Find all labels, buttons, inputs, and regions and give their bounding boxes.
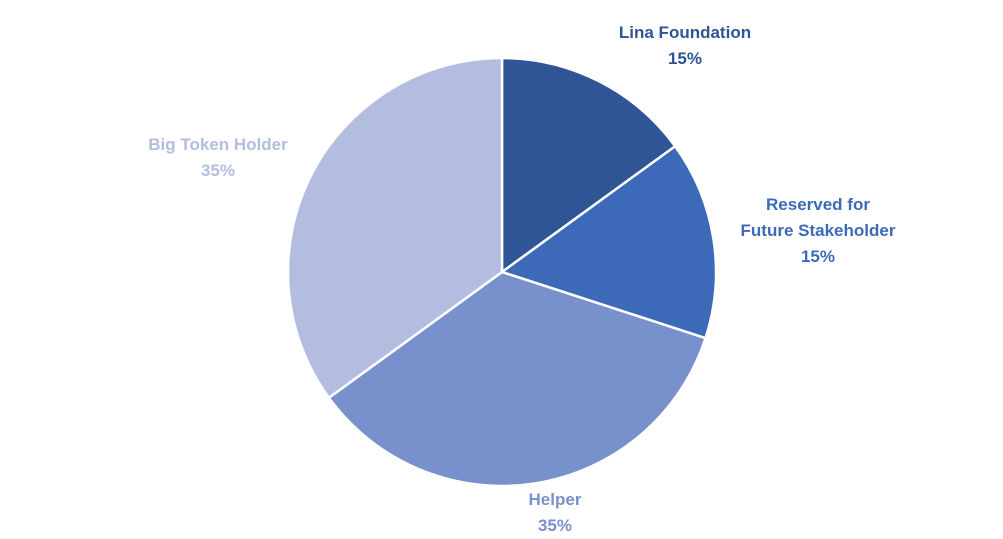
- slice-value-label: 35%: [537, 516, 572, 535]
- slice-value-label: 35%: [200, 161, 235, 180]
- slice-label-text: Helper: [528, 490, 582, 509]
- pie-slice-2: [327, 270, 707, 488]
- slice-label-text: Future Stakeholder: [740, 221, 896, 240]
- slice-label-2: Helper 35%: [529, 487, 582, 539]
- pie-slice-0: [500, 56, 677, 274]
- slice-value-label: 15%: [800, 247, 835, 266]
- pie-slice-1: [500, 144, 718, 340]
- slice-label-1: Reserved for Future Stakeholder 15%: [741, 192, 896, 270]
- slice-label-3: Big Token Holder 35%: [148, 132, 287, 184]
- pie-slice-3: [286, 56, 504, 400]
- slice-label-0: Lina Foundation 15%: [619, 20, 751, 72]
- slice-label-text: Lina Foundation: [618, 23, 752, 42]
- slice-value-label: 15%: [667, 49, 702, 68]
- pie-slices: [286, 56, 718, 488]
- slice-label-text: Big Token Holder: [148, 135, 288, 154]
- slice-label-text: Reserved for: [766, 195, 870, 214]
